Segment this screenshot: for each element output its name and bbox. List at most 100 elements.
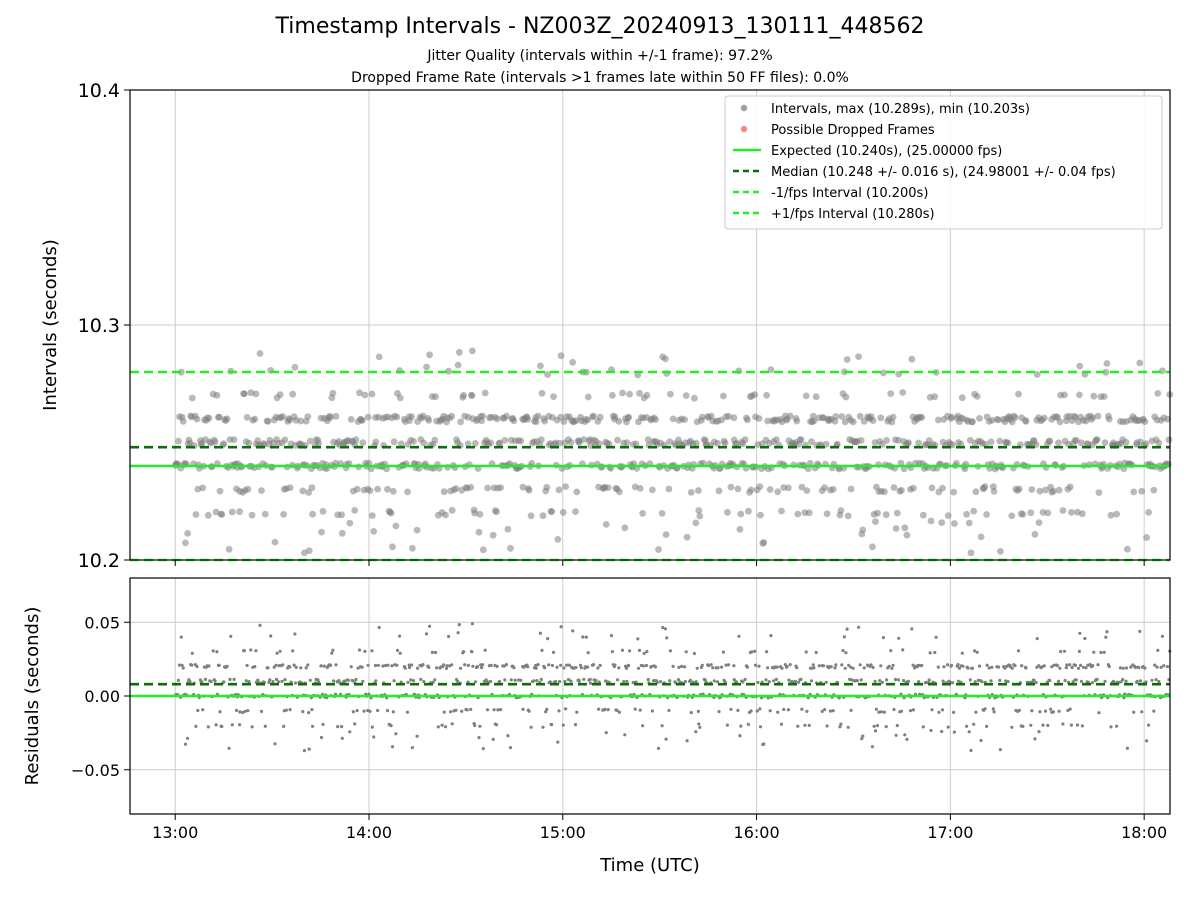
residual-point	[841, 649, 845, 653]
interval-point	[802, 392, 810, 400]
residual-point	[351, 710, 355, 714]
interval-point	[636, 485, 644, 492]
residual-point	[207, 664, 211, 668]
interval-point	[1143, 534, 1150, 541]
residual-point	[715, 680, 720, 684]
residual-point	[591, 663, 596, 667]
residual-point	[825, 724, 829, 728]
interval-point	[519, 483, 527, 491]
residual-point	[1035, 637, 1039, 641]
residual-point	[960, 651, 964, 655]
residual-point	[268, 678, 272, 682]
residual-point	[460, 709, 464, 713]
residual-point	[195, 664, 199, 669]
interval-point	[1072, 437, 1080, 444]
interval-point	[431, 436, 439, 444]
residual-point	[444, 666, 449, 671]
residual-point	[1159, 665, 1163, 670]
y-tick-label: 10.2	[78, 550, 120, 572]
residual-point	[411, 679, 416, 683]
interval-point	[644, 436, 652, 444]
interval-point	[215, 413, 223, 421]
residual-point	[292, 663, 296, 667]
interval-point	[958, 394, 966, 402]
residual-point	[930, 708, 934, 712]
residual-point	[667, 708, 671, 713]
residual-point	[908, 709, 913, 713]
interval-point	[440, 488, 448, 496]
interval-point	[698, 413, 706, 421]
interval-point	[625, 413, 632, 421]
residual-point	[470, 622, 474, 626]
interval-point	[821, 484, 828, 491]
interval-point	[889, 413, 897, 421]
residual-point	[895, 723, 899, 728]
residuals-panel: −0.050.000.05 13:00 14:00 15:00 16:00 17:00 1…	[22, 577, 1172, 876]
interval-point	[1050, 487, 1057, 495]
interval-point	[823, 510, 831, 518]
residual-point	[1144, 680, 1148, 684]
x-tick-label: 15:00	[540, 823, 586, 842]
residual-point	[878, 679, 882, 683]
residual-point	[703, 678, 707, 682]
residual-point	[1064, 666, 1068, 670]
interval-point	[649, 486, 656, 494]
residual-point	[450, 722, 454, 726]
residual-point	[194, 724, 198, 729]
interval-point	[366, 487, 374, 494]
interval-point	[510, 417, 518, 425]
interval-point	[309, 510, 316, 518]
interval-point	[755, 415, 763, 422]
residual-point	[1016, 649, 1021, 653]
residual-point	[636, 637, 640, 641]
residual-point	[732, 664, 736, 668]
interval-point	[338, 511, 345, 519]
residual-point	[812, 666, 816, 670]
residual-point	[366, 663, 370, 667]
interval-point	[727, 483, 735, 491]
residual-point	[506, 734, 510, 738]
residual-point	[1132, 710, 1136, 714]
residual-point	[541, 725, 545, 729]
interval-point	[467, 483, 475, 491]
interval-point	[245, 439, 253, 447]
residual-point	[961, 664, 965, 668]
residual-point	[1046, 723, 1050, 728]
residual-point	[833, 666, 837, 670]
residual-point	[758, 725, 763, 729]
jitter-quality-subtitle: Jitter Quality (intervals within +/-1 fr…	[427, 48, 773, 64]
interval-point	[256, 350, 264, 357]
residual-point	[469, 707, 473, 712]
residual-point	[921, 725, 925, 729]
residual-point	[1063, 678, 1067, 683]
residual-point	[668, 679, 672, 683]
interval-point	[1076, 391, 1083, 399]
residual-point	[685, 739, 689, 743]
interval-point	[554, 536, 562, 543]
residual-point	[1107, 664, 1111, 669]
interval-point	[244, 485, 252, 493]
residual-point	[218, 710, 222, 714]
interval-point	[543, 483, 551, 491]
residual-point	[1006, 679, 1010, 684]
residual-point	[395, 663, 399, 667]
residual-point	[1074, 678, 1078, 682]
residual-point	[956, 663, 960, 667]
residual-point	[415, 734, 419, 738]
residual-point	[301, 710, 305, 714]
residual-point	[361, 679, 365, 684]
residual-point	[370, 725, 374, 729]
residual-point	[676, 678, 681, 682]
residual-point	[558, 680, 562, 684]
residual-point	[550, 663, 555, 668]
residual-point	[377, 625, 381, 630]
residual-point	[215, 650, 219, 654]
residual-point	[615, 708, 619, 713]
interval-point	[476, 510, 484, 518]
residual-point	[440, 723, 444, 727]
residual-point	[183, 742, 187, 746]
interval-point	[261, 510, 269, 518]
interval-point	[1015, 390, 1022, 398]
residual-point	[363, 649, 367, 654]
residual-point	[190, 663, 194, 667]
